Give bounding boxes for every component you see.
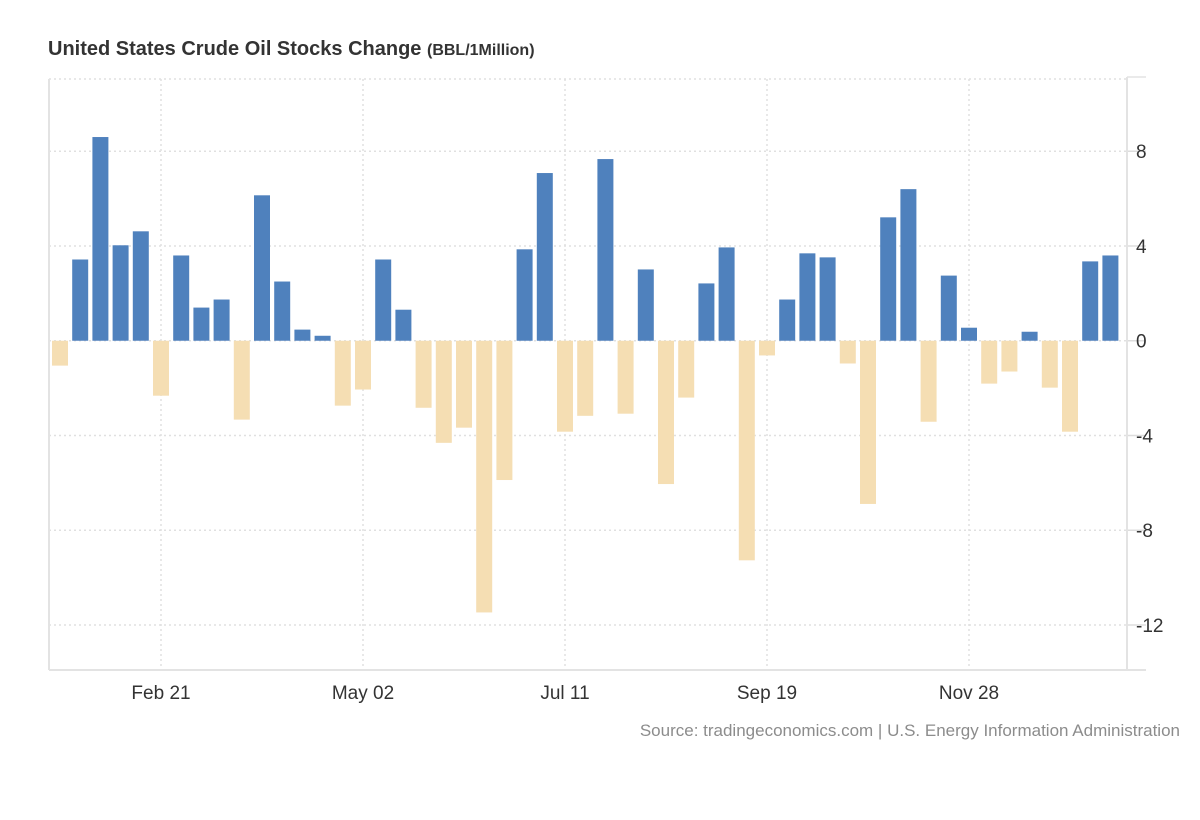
chart-title-unit: (BBL/1Million) (426, 42, 535, 59)
bar-negative (981, 340, 998, 384)
bar-positive (1021, 331, 1038, 341)
bar-positive (799, 253, 816, 341)
y-tick-label: 0 (1136, 332, 1147, 353)
bar-negative (415, 340, 432, 408)
bar-negative (557, 340, 573, 432)
bar-positive (1102, 255, 1119, 341)
bar-negative (658, 340, 674, 485)
bar-negative (678, 340, 695, 398)
x-tick-label: Jul 11 (540, 683, 589, 704)
bar-negative (476, 340, 493, 613)
bar-negative (153, 340, 169, 396)
source-note: Source: tradingeconomics.com | U.S. Ener… (639, 721, 1180, 740)
bar-positive (880, 217, 897, 341)
chart-title: United States Crude Oil Stocks Change (B… (48, 38, 535, 61)
bar-negative (577, 340, 594, 416)
bar-negative (617, 340, 634, 414)
bar-negative (233, 340, 250, 420)
bar-positive (1082, 261, 1099, 341)
bar-positive (718, 247, 735, 341)
bar-negative (839, 340, 856, 364)
bar-positive (314, 335, 331, 341)
bar-positive (193, 307, 210, 341)
bar-positive (900, 189, 917, 341)
bar-negative (1062, 340, 1078, 432)
bar-positive (698, 283, 715, 341)
bar-positive (961, 327, 977, 341)
bars (52, 137, 1119, 613)
y-tick-label: 4 (1136, 237, 1147, 258)
y-tick-labels: 8 4 0 -4 -8 -12 (1136, 142, 1163, 637)
bar-positive (173, 255, 190, 341)
bar-positive (72, 259, 89, 341)
bar-positive (92, 137, 109, 341)
bar-positive (132, 231, 149, 341)
x-tick-labels: Feb 21 May 02 Jul 11 Sep 19 Nov 28 (131, 683, 999, 704)
bar-negative (1001, 340, 1018, 372)
bar-positive (940, 275, 957, 341)
y-tick-label: 8 (1136, 142, 1147, 163)
bar-negative (52, 340, 68, 366)
bar-negative (456, 340, 472, 428)
bar-negative (355, 340, 371, 390)
bar-positive (779, 299, 796, 341)
y-tick-label: -8 (1136, 521, 1153, 542)
chart-title-text: United States Crude Oil Stocks Change (48, 38, 422, 60)
bar-positive (375, 259, 392, 341)
axes (48, 76, 1146, 671)
x-tick-label: May 02 (332, 683, 394, 704)
bar-negative (759, 340, 775, 356)
bar-positive (395, 309, 412, 341)
y-tick-label: -12 (1136, 616, 1163, 637)
bar-positive (274, 281, 291, 341)
bar-positive (213, 299, 230, 341)
bar-positive (536, 173, 553, 341)
x-tick-label: Feb 21 (131, 683, 190, 704)
y-tick-label: -4 (1136, 426, 1153, 447)
bar-negative (738, 340, 755, 561)
bar-negative (334, 340, 351, 406)
bar-positive (294, 329, 311, 341)
bar-negative (435, 340, 452, 443)
bar-negative (496, 340, 513, 481)
bar-positive (637, 269, 654, 341)
bar-negative (860, 340, 876, 504)
x-tick-label: Nov 28 (939, 683, 999, 704)
bar-positive (819, 257, 836, 341)
bar-negative (1041, 340, 1058, 388)
bar-positive (254, 195, 270, 341)
x-tick-label: Sep 19 (737, 683, 797, 704)
bar-positive (597, 159, 614, 341)
bar-negative (920, 340, 937, 422)
bar-positive (516, 249, 533, 341)
bar-positive (112, 245, 129, 341)
